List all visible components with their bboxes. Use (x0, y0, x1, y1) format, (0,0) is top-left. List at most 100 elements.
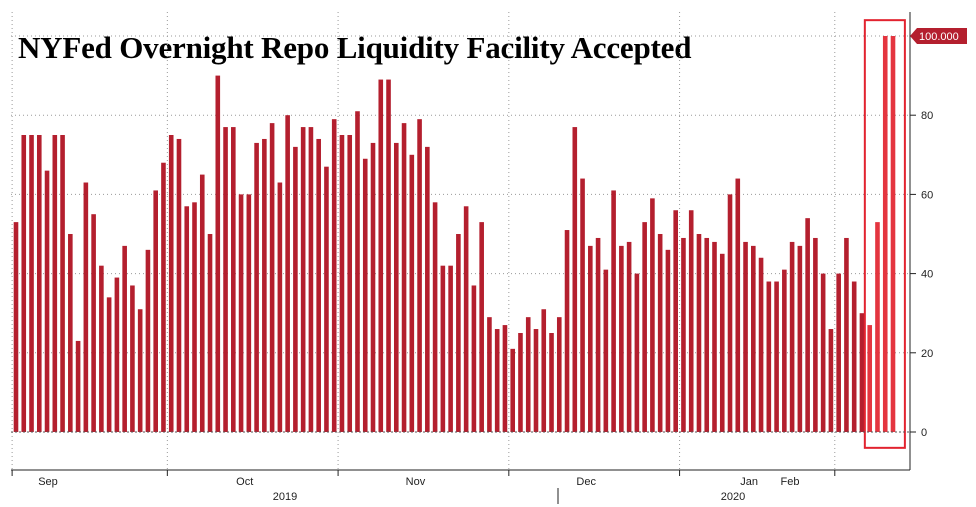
gridlines (11, 12, 910, 470)
bar (362, 158, 368, 432)
bar (696, 234, 702, 432)
bar (409, 154, 415, 433)
last-value-label: 100.000 (919, 31, 959, 43)
bar (751, 245, 756, 432)
bar (611, 190, 616, 432)
bar (36, 135, 42, 432)
bar (743, 241, 748, 432)
bar (44, 170, 50, 432)
bar (890, 36, 896, 432)
bar (525, 317, 531, 432)
bar (487, 317, 492, 432)
bar (308, 127, 314, 432)
bar (246, 194, 252, 432)
bar (859, 313, 865, 432)
y-tick-label: 40 (921, 269, 933, 281)
bar (494, 329, 500, 432)
bar (657, 234, 663, 432)
bar (758, 257, 764, 432)
bar (145, 249, 151, 432)
bar (153, 190, 158, 432)
bar (626, 241, 632, 432)
bar (215, 75, 221, 432)
bar (347, 135, 353, 432)
bar (52, 135, 58, 432)
bar (176, 138, 182, 432)
bar (510, 348, 516, 432)
bar (21, 135, 27, 432)
bar (603, 269, 609, 432)
bar (471, 285, 477, 432)
bar (448, 265, 453, 432)
bar (688, 210, 694, 432)
bar (378, 79, 384, 432)
bar (192, 202, 197, 432)
bar (875, 222, 880, 432)
bar (432, 202, 438, 432)
bar (60, 135, 65, 432)
bar (650, 198, 655, 432)
bar (331, 119, 337, 432)
bar-series (13, 36, 896, 433)
bar (797, 245, 803, 432)
bar (122, 245, 127, 432)
bar (300, 127, 306, 432)
bar (704, 237, 710, 432)
bar (285, 115, 290, 432)
bar (882, 36, 888, 432)
bar (564, 230, 570, 432)
highlight-box (863, 19, 906, 449)
bar (665, 249, 671, 432)
bar (75, 340, 81, 432)
bar (293, 146, 298, 432)
bar (556, 317, 562, 432)
bar (828, 329, 834, 432)
month-label: Jan (740, 476, 758, 488)
bar (813, 237, 818, 432)
bar (316, 138, 321, 432)
year-label: 2019 (273, 491, 297, 503)
bar (588, 245, 593, 432)
bar (851, 281, 857, 432)
bar (440, 265, 446, 432)
bar (277, 182, 283, 432)
bar (580, 178, 585, 432)
month-label: Oct (236, 476, 253, 488)
bar (91, 214, 96, 432)
bar (417, 119, 422, 432)
bar (642, 222, 647, 432)
bar (533, 329, 539, 432)
bar (393, 142, 399, 433)
y-tick-label: 60 (921, 189, 933, 201)
last-value-flag (910, 28, 967, 44)
year-label: 2020 (721, 491, 745, 503)
bar (114, 277, 120, 432)
bar (619, 245, 624, 432)
bar (719, 253, 725, 432)
bar (456, 234, 461, 432)
bar (595, 237, 601, 432)
month-label: Sep (38, 476, 58, 488)
bar (199, 174, 205, 432)
bar (681, 237, 686, 432)
y-tick-label: 20 (921, 348, 933, 360)
bar (479, 222, 484, 432)
bar (727, 194, 733, 432)
bar (130, 285, 135, 432)
bar (238, 194, 244, 432)
bar (161, 162, 166, 432)
bar (339, 135, 345, 432)
bar (223, 127, 228, 432)
bar (805, 218, 810, 432)
bar (99, 265, 104, 432)
bar (370, 142, 376, 433)
bar (572, 127, 578, 432)
bar (13, 222, 19, 432)
bar (518, 333, 523, 432)
bar (782, 269, 787, 432)
y-tick-label: 0 (921, 427, 927, 439)
bar (83, 182, 89, 432)
bar (184, 206, 190, 432)
bar (820, 273, 826, 432)
